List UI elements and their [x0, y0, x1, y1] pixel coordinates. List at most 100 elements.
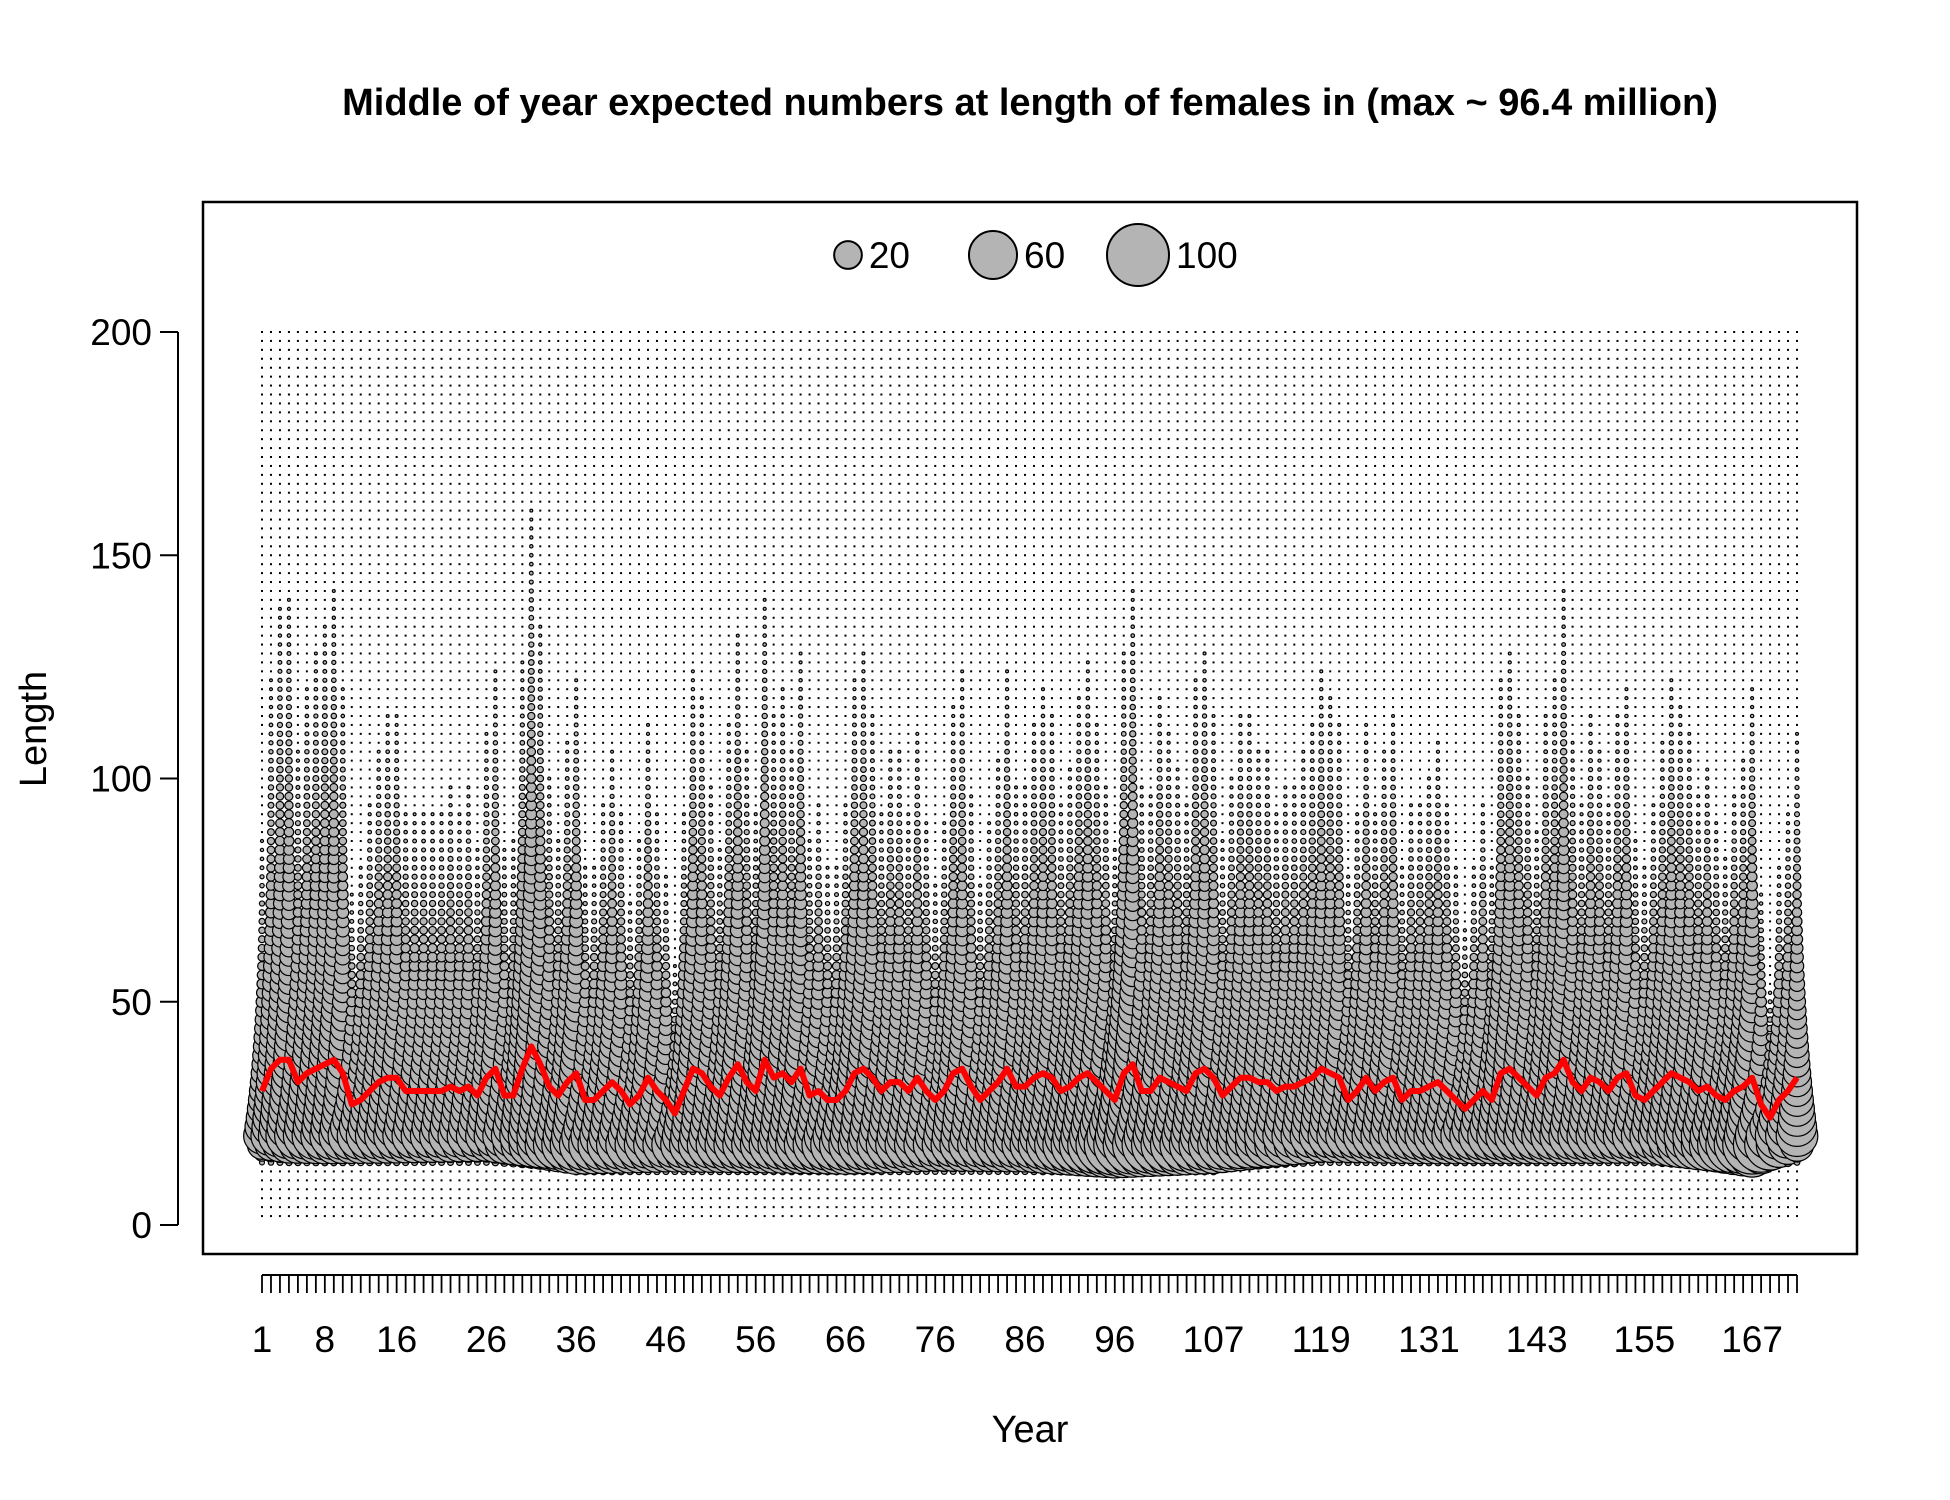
- length-dot: [808, 625, 811, 628]
- length-dot: [736, 563, 739, 566]
- length-dot: [826, 500, 829, 503]
- length-dot: [844, 607, 847, 610]
- length-dot: [422, 616, 425, 619]
- length-dot: [799, 384, 802, 387]
- length-dot: [736, 339, 739, 342]
- length-dot: [341, 670, 344, 673]
- length-dot: [880, 1215, 883, 1218]
- length-dot: [1032, 384, 1035, 387]
- length-dot: [539, 331, 542, 333]
- length-dot: [386, 607, 389, 610]
- length-dot: [754, 1206, 757, 1209]
- length-dot: [431, 429, 434, 432]
- length-dot: [350, 795, 353, 798]
- length-dot: [638, 429, 641, 432]
- length-dot: [485, 723, 488, 726]
- length-dot: [916, 706, 919, 709]
- length-dot: [808, 581, 811, 584]
- length-dot: [1059, 777, 1062, 780]
- length-dot: [539, 384, 542, 387]
- length-dot: [970, 456, 973, 459]
- length-dot: [359, 652, 362, 655]
- length-dot: [521, 527, 524, 530]
- length-dot: [817, 500, 820, 503]
- length-dot: [646, 473, 649, 476]
- length-dot: [916, 616, 919, 619]
- length-dot: [871, 598, 874, 601]
- length-dot: [853, 607, 856, 610]
- length-dot: [799, 348, 802, 351]
- length-dot: [566, 536, 569, 539]
- length-dot: [557, 348, 560, 351]
- length-dot: [359, 339, 362, 342]
- length-dot: [368, 545, 371, 548]
- length-dot: [979, 831, 982, 834]
- length-dot: [611, 1206, 614, 1209]
- length-dot: [314, 1197, 317, 1200]
- length-dot: [844, 411, 847, 414]
- length-dot: [952, 473, 955, 476]
- length-dot: [943, 545, 946, 548]
- length-dot: [727, 670, 730, 673]
- length-dot: [790, 518, 793, 521]
- length-dot: [350, 706, 353, 709]
- length-dot: [898, 509, 901, 512]
- length-dot: [925, 384, 928, 387]
- length-dot: [772, 545, 775, 548]
- length-dot: [727, 500, 730, 503]
- length-dot: [566, 500, 569, 503]
- length-dot: [431, 366, 434, 369]
- length-dot: [584, 857, 587, 860]
- length-dot: [494, 1188, 497, 1191]
- length-dot: [988, 393, 991, 396]
- length-dot: [350, 393, 353, 396]
- length-dot: [772, 581, 775, 584]
- length-dot: [745, 331, 748, 333]
- length-dot: [485, 1188, 488, 1191]
- length-dot: [862, 572, 865, 575]
- length-dot: [880, 795, 883, 798]
- length-dot: [269, 509, 272, 512]
- length-dot: [476, 456, 479, 459]
- length-dot: [1015, 500, 1018, 503]
- length-dot: [593, 634, 596, 637]
- length-dot: [799, 554, 802, 557]
- length-dot: [1006, 643, 1009, 646]
- length-dot: [548, 572, 551, 575]
- length-dot: [1077, 473, 1080, 476]
- length-dot: [548, 1215, 551, 1218]
- length-dot: [1059, 554, 1062, 557]
- length-dot: [1024, 652, 1027, 655]
- length-dot: [476, 679, 479, 682]
- length-dot: [467, 572, 470, 575]
- length-dot: [611, 1215, 614, 1218]
- length-dot: [736, 447, 739, 450]
- length-dot: [332, 411, 335, 414]
- length-dot: [404, 777, 407, 780]
- length-dot: [278, 1197, 281, 1200]
- length-dot: [503, 456, 506, 459]
- length-dot: [503, 822, 506, 825]
- length-dot: [718, 366, 721, 369]
- length-dot: [790, 482, 793, 485]
- length-dot: [664, 661, 667, 664]
- length-dot: [853, 1188, 856, 1191]
- length-dot: [961, 509, 964, 512]
- length-dot: [727, 339, 730, 342]
- length-dot: [808, 831, 811, 834]
- length-dot: [413, 509, 416, 512]
- length-dot: [530, 473, 533, 476]
- length-dot: [673, 384, 676, 387]
- length-dot: [961, 331, 964, 333]
- length-dot: [718, 697, 721, 700]
- length-dot: [655, 572, 658, 575]
- length-dot: [655, 420, 658, 423]
- length-dot: [772, 607, 775, 610]
- length-dot: [817, 652, 820, 655]
- length-dot: [916, 527, 919, 530]
- length-dot: [1024, 411, 1027, 414]
- length-dot: [943, 714, 946, 717]
- length-dot: [952, 598, 955, 601]
- length-dot: [754, 384, 757, 387]
- length-dot: [952, 616, 955, 619]
